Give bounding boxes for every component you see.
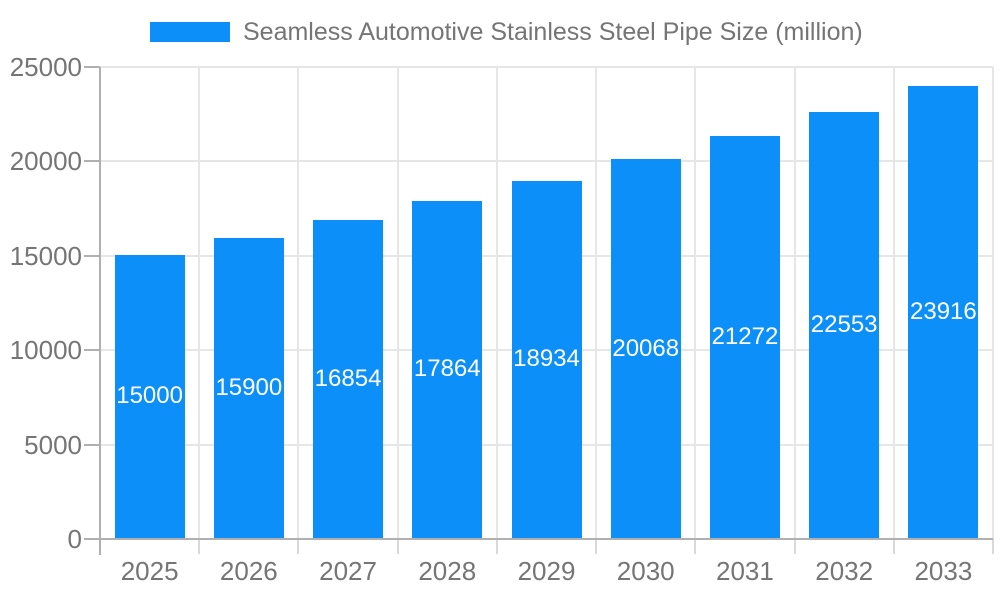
x-gridline bbox=[198, 67, 201, 539]
y-tick bbox=[84, 66, 100, 68]
x-tick-label: 2027 bbox=[319, 556, 377, 586]
x-gridline bbox=[495, 67, 498, 539]
y-tick bbox=[84, 538, 100, 540]
y-tick bbox=[84, 443, 100, 446]
legend-label: Seamless Automotive Stainless Steel Pipe… bbox=[243, 18, 863, 46]
x-tick bbox=[198, 539, 201, 554]
bar-value-label: 15900 bbox=[215, 373, 283, 401]
x-tick-label: 2029 bbox=[517, 556, 576, 586]
x-tick-label: 2030 bbox=[616, 556, 675, 586]
bar-value-label: 21272 bbox=[711, 323, 779, 351]
x-gridline bbox=[793, 67, 796, 539]
x-tick bbox=[892, 539, 895, 554]
y-axis-line bbox=[99, 67, 101, 555]
bar bbox=[114, 254, 185, 538]
x-tick bbox=[595, 539, 598, 554]
legend: Seamless Automotive Stainless Steel Pipe… bbox=[150, 12, 863, 52]
x-tick bbox=[793, 539, 796, 554]
x-tick-label: 2028 bbox=[418, 556, 477, 586]
x-tick-label: 2031 bbox=[716, 556, 774, 586]
x-tick bbox=[495, 539, 498, 554]
bar bbox=[511, 180, 582, 538]
bar bbox=[313, 219, 384, 538]
y-gridline bbox=[100, 160, 993, 163]
x-gridline bbox=[892, 67, 895, 539]
y-tick bbox=[84, 254, 100, 257]
x-gridline bbox=[595, 67, 598, 539]
legend-swatch bbox=[150, 22, 230, 42]
bar bbox=[412, 200, 483, 538]
y-tick-label: 0 bbox=[67, 524, 82, 554]
x-tick-label: 2032 bbox=[815, 556, 874, 586]
x-tick-label: 2033 bbox=[914, 556, 973, 586]
x-gridline bbox=[396, 67, 399, 539]
x-gridline bbox=[694, 67, 697, 539]
y-tick-label: 10000 bbox=[9, 335, 82, 366]
bar-value-label: 22553 bbox=[810, 311, 878, 339]
x-tick-label: 2025 bbox=[120, 556, 179, 586]
y-tick-label: 5000 bbox=[24, 429, 82, 460]
y-gridline bbox=[100, 66, 993, 68]
bar-value-label: 20068 bbox=[612, 334, 680, 362]
x-tick bbox=[694, 539, 697, 554]
x-tick bbox=[992, 539, 994, 554]
x-gridline bbox=[992, 67, 994, 539]
bar bbox=[809, 112, 880, 538]
x-tick bbox=[396, 539, 399, 554]
x-tick bbox=[297, 539, 300, 554]
bar-value-label: 15000 bbox=[116, 382, 183, 410]
y-tick-label: 15000 bbox=[9, 240, 82, 271]
bar bbox=[610, 159, 681, 538]
y-tick-label: 20000 bbox=[9, 146, 82, 177]
y-tick-label: 25000 bbox=[9, 52, 82, 82]
bar-value-label: 16854 bbox=[314, 364, 382, 392]
y-tick bbox=[84, 349, 100, 352]
bar-value-label: 17864 bbox=[413, 355, 481, 383]
bar bbox=[908, 86, 979, 538]
bar-value-label: 23916 bbox=[910, 298, 977, 326]
bar bbox=[213, 237, 284, 538]
y-tick bbox=[84, 160, 100, 163]
bar bbox=[709, 136, 780, 538]
x-gridline bbox=[297, 67, 300, 539]
bar-value-label: 18934 bbox=[513, 345, 580, 373]
x-tick-label: 2026 bbox=[219, 556, 278, 586]
x-axis-line bbox=[100, 538, 993, 540]
